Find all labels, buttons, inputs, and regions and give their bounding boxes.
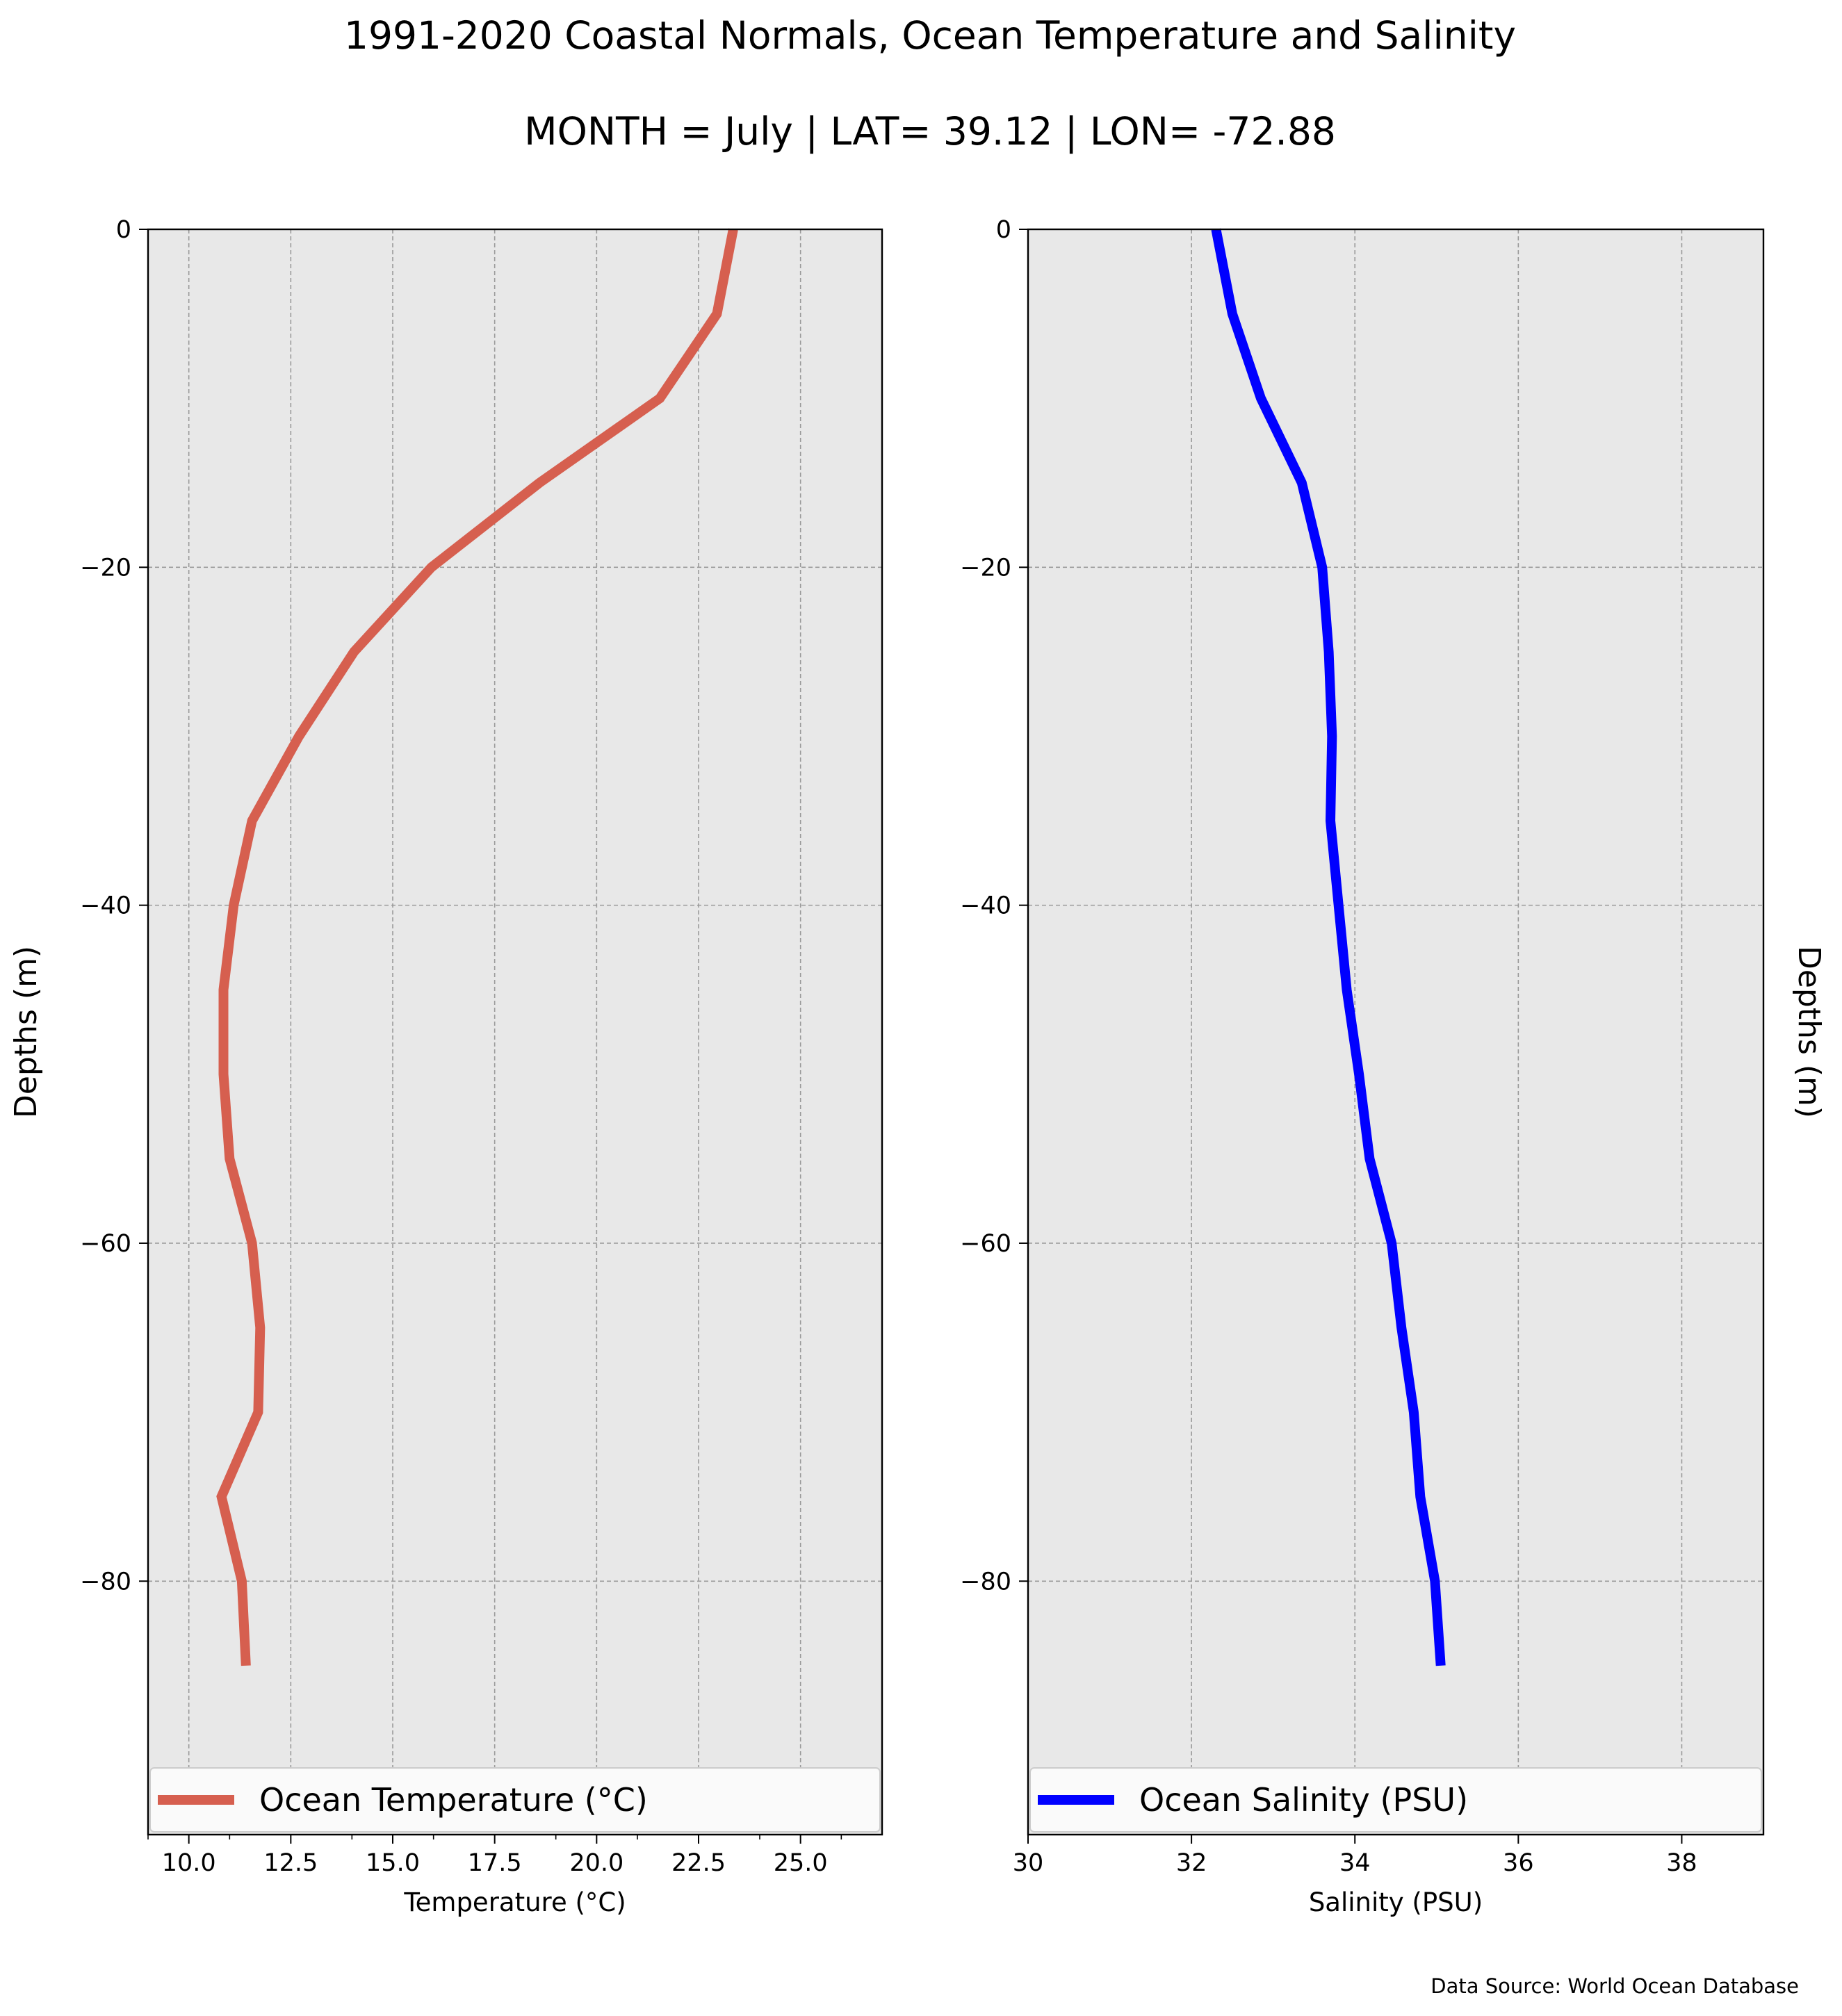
x-tick-label: 30 bbox=[1013, 1849, 1044, 1877]
legend-box bbox=[149, 1767, 881, 1833]
x-tick-label: 15.0 bbox=[366, 1849, 420, 1877]
x-axis-label: Temperature (°C) bbox=[403, 1887, 626, 1917]
legend: Ocean Temperature (°C) bbox=[149, 1767, 881, 1833]
x-tick-label: 25.0 bbox=[774, 1849, 828, 1877]
y-axis-label: Depths (m) bbox=[8, 946, 44, 1118]
y-tick-label: 0 bbox=[116, 216, 131, 244]
legend-box bbox=[1029, 1767, 1762, 1833]
axes-frame bbox=[1027, 228, 1765, 1836]
x-axis-label: Salinity (PSU) bbox=[1309, 1887, 1483, 1917]
legend-label: Ocean Temperature (°C) bbox=[259, 1781, 648, 1819]
legend-label: Ocean Salinity (PSU) bbox=[1139, 1781, 1468, 1819]
x-tick-label: 12.5 bbox=[263, 1849, 318, 1877]
x-tick-label: 38 bbox=[1666, 1849, 1697, 1877]
x-tick-label: 32 bbox=[1176, 1849, 1207, 1877]
y-tick-label: −60 bbox=[960, 1230, 1011, 1258]
x-tick-label: 34 bbox=[1339, 1849, 1371, 1877]
y-tick-label: −80 bbox=[80, 1568, 131, 1596]
series-line bbox=[216, 228, 738, 1666]
x-tick-label: 17.5 bbox=[468, 1849, 522, 1877]
y-tick-label: −60 bbox=[80, 1230, 131, 1258]
temperature-chart: Ocean Temperature (°C) 10.0 12.5 15.0 17.5 20… bbox=[8, 216, 883, 1917]
legend: Ocean Salinity (PSU) bbox=[1029, 1767, 1762, 1833]
y-tick-label: 0 bbox=[996, 216, 1011, 244]
x-tick-label: 36 bbox=[1503, 1849, 1534, 1877]
y-tick-label: −20 bbox=[960, 554, 1011, 582]
data-source-note: Data Source: World Ocean Database bbox=[1431, 1974, 1799, 1998]
y-tick-label: −20 bbox=[80, 554, 131, 582]
y-axis-label: Depths (m) bbox=[1791, 946, 1827, 1118]
series-line bbox=[1211, 228, 1446, 1666]
x-tick-label: 10.0 bbox=[162, 1849, 216, 1877]
salinity-chart: Ocean Salinity (PSU) 30 32 34 36 38 0 −20 −40 −60… bbox=[960, 216, 1827, 1917]
y-tick-label: −80 bbox=[960, 1568, 1011, 1596]
plot-area bbox=[1028, 229, 1763, 1835]
y-tick-label: −40 bbox=[80, 892, 131, 920]
y-tick-label: −40 bbox=[960, 892, 1011, 920]
plot-area bbox=[148, 229, 882, 1835]
x-tick-label: 22.5 bbox=[671, 1849, 726, 1877]
axes-frame bbox=[147, 228, 883, 1836]
figure-subtitle: MONTH = July | LAT= 39.12 | LON= -72.88 bbox=[524, 109, 1336, 154]
x-tick-label: 20.0 bbox=[569, 1849, 623, 1877]
figure-title: 1991-2020 Coastal Normals, Ocean Tempera… bbox=[344, 13, 1516, 58]
